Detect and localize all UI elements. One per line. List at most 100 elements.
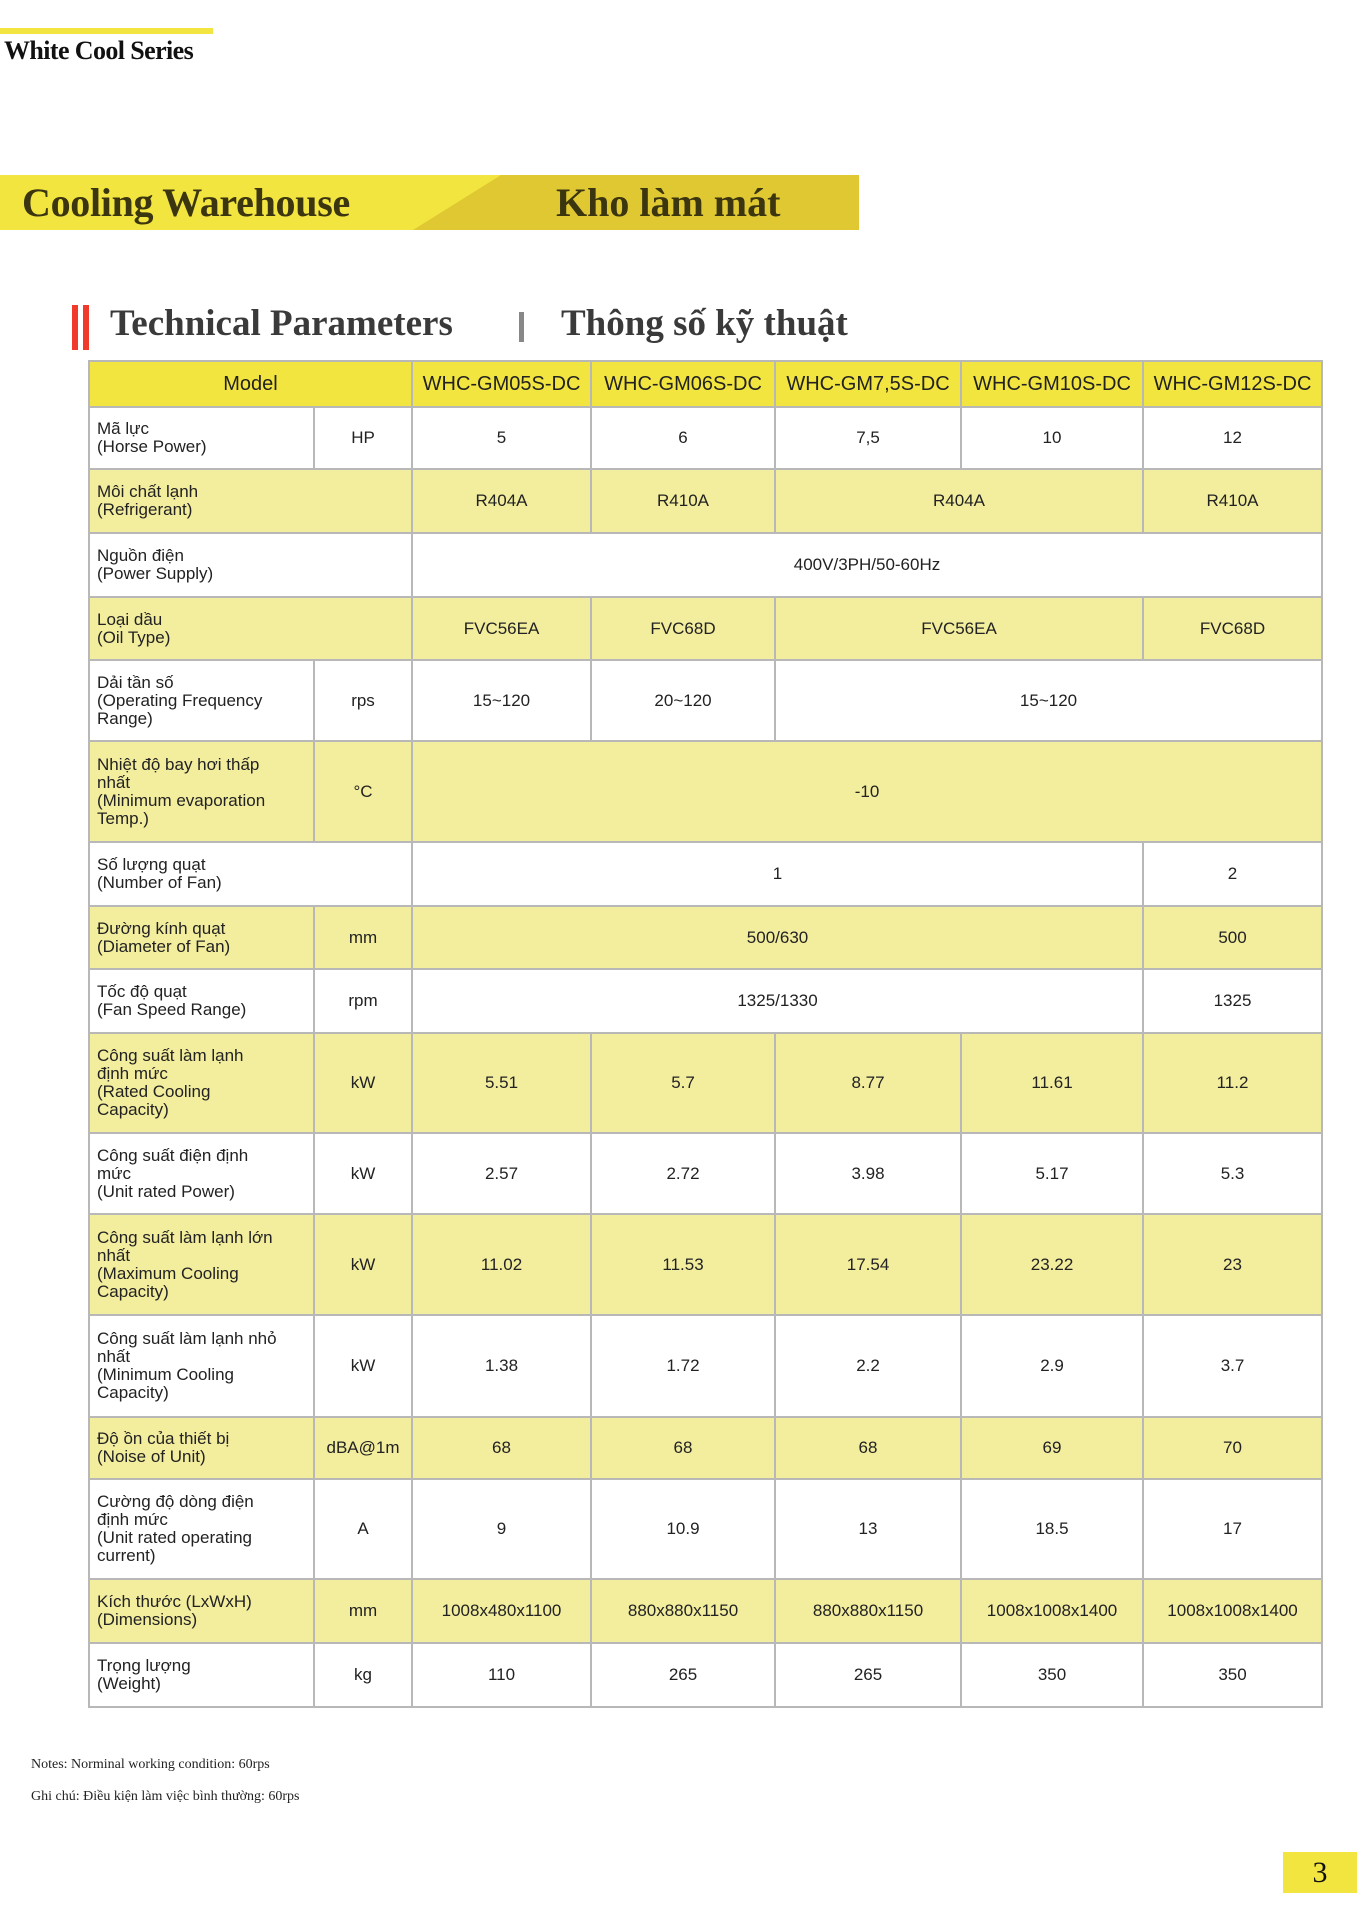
model-column-header: WHC-GM7,5S-DC xyxy=(774,360,963,408)
row-label: Nhiệt độ bay hơi thấp nhất (Minimum evapor… xyxy=(88,740,315,843)
value-cell: 3.7 xyxy=(1142,1314,1324,1418)
row-unit: mm xyxy=(312,905,414,970)
row-unit: A xyxy=(312,1478,414,1580)
page-number: 3 xyxy=(1283,1852,1357,1893)
row-label-line: (Unit rated Power) xyxy=(97,1181,235,1201)
row-label: Môi chất lạnh (Refrigerant) xyxy=(87,468,414,534)
row-label-line: định mức xyxy=(97,1510,168,1529)
row-unit: dBA@1m xyxy=(312,1416,414,1480)
value-cell: 70 xyxy=(1142,1416,1324,1480)
row-label-line: current) xyxy=(97,1546,156,1565)
table-row: Nguồn điện (Power Supply) 400V/3PH/50-60Hz xyxy=(87,532,1324,598)
value-cell: 5.3 xyxy=(1142,1132,1324,1215)
table-row: Loại dầu (Oil Type) FVC56EA FVC68D FVC56EA FV… xyxy=(87,596,1324,661)
value-cell: 11.2 xyxy=(1142,1032,1324,1134)
row-label-line: (Minimum Cooling xyxy=(97,1365,234,1384)
row-unit: kg xyxy=(312,1642,414,1708)
row-label-line: Capacity) xyxy=(97,1383,169,1402)
table-row: Công suất làm lạnh định mức (Rated Cooling… xyxy=(88,1032,1324,1134)
value-cell: 11.02 xyxy=(411,1213,593,1316)
row-label-line: Nguồn điện xyxy=(97,546,184,565)
value-cell: 15~120 xyxy=(411,659,593,742)
row-label-line: (Weight) xyxy=(97,1674,161,1693)
row-label-line: Dải tần số xyxy=(97,672,174,692)
row-unit: kW xyxy=(312,1032,414,1134)
value-cell: 1008x480x1100 xyxy=(411,1578,593,1644)
value-cell: 18.5 xyxy=(960,1478,1145,1580)
section-banner: Cooling Warehouse Kho làm mát xyxy=(0,175,859,230)
table-row: Công suất điện định mức (Unit rated Power)… xyxy=(88,1132,1324,1215)
value-cell: 1008x1008x1400 xyxy=(960,1578,1145,1644)
value-cell: 2.2 xyxy=(774,1314,963,1418)
series-title: White Cool Series xyxy=(4,36,194,65)
value-cell: 1325 xyxy=(1142,968,1324,1034)
model-column-header: WHC-GM10S-DC xyxy=(960,360,1145,408)
row-unit: °C xyxy=(312,740,414,843)
row-label-line: Đường kính quạt xyxy=(97,918,226,938)
value-cell: 13 xyxy=(774,1478,963,1580)
value-cell: 880x880x1150 xyxy=(774,1578,963,1644)
row-label-line: Loại dầu xyxy=(97,609,163,629)
banner-title-en: Cooling Warehouse xyxy=(22,180,350,225)
row-label-line: mức xyxy=(97,1163,132,1183)
value-cell: 68 xyxy=(774,1416,963,1480)
value-cell: 68 xyxy=(590,1416,777,1480)
spec-table: Model WHC-GM05S-DC WHC-GM06S-DC WHC-GM7,5S-… xyxy=(87,360,1324,1708)
table-row: Nhiệt độ bay hơi thấp nhất (Minimum evapor… xyxy=(88,740,1324,843)
row-label-line: Capacity) xyxy=(97,1100,169,1119)
row-label: Công suất điện định mức (Unit rated Power) xyxy=(88,1132,315,1215)
value-cell: 1008x1008x1400 xyxy=(1142,1578,1324,1644)
value-cell: 15~120 xyxy=(774,659,1324,742)
row-label-line: (Minimum evaporation xyxy=(97,790,266,810)
section-heading-vi: Thông số kỹ thuật xyxy=(561,303,848,344)
value-cell: 500/630 xyxy=(411,905,1145,970)
value-cell: 10.9 xyxy=(590,1478,777,1580)
row-label-line: Công suất làm lạnh nhỏ xyxy=(97,1329,277,1348)
row-label: Độ ồn của thiết bị (Noise of Unit) xyxy=(88,1416,315,1480)
table-row: Dải tần số (Operating Frequency Range) rps 1… xyxy=(88,659,1324,742)
row-label-line: (Diameter of Fan) xyxy=(97,936,231,956)
value-cell: R410A xyxy=(1142,468,1324,534)
row-label-line: (Refrigerant) xyxy=(97,500,193,519)
value-cell: 23 xyxy=(1142,1213,1324,1316)
series-accent-line xyxy=(0,28,213,34)
value-cell: -10 xyxy=(411,740,1324,843)
row-label-line: Trọng lượng xyxy=(97,1656,191,1675)
note-vi: Ghi chú: Điều kiện làm việc bình thường:… xyxy=(31,1789,300,1804)
value-cell: 11.61 xyxy=(960,1032,1145,1134)
model-header: Model xyxy=(87,360,414,408)
row-label-line: Cường độ dòng điện xyxy=(97,1492,254,1511)
value-cell: 5.7 xyxy=(590,1032,777,1134)
row-label: Đường kính quạt (Diameter of Fan) xyxy=(88,905,315,970)
row-label: Dải tần số (Operating Frequency Range) xyxy=(88,659,315,742)
table-row: Cường độ dòng điện định mức (Unit rated op… xyxy=(88,1478,1324,1580)
heading-accent-bar xyxy=(83,305,89,350)
value-cell: 3.98 xyxy=(774,1132,963,1215)
row-label-line: Công suất làm lạnh xyxy=(97,1046,244,1065)
row-label-line: Số lượng quạt xyxy=(97,855,206,874)
value-cell: 1.72 xyxy=(590,1314,777,1418)
row-label: Tốc độ quạt (Fan Speed Range) xyxy=(88,968,315,1034)
value-cell: 8.77 xyxy=(774,1032,963,1134)
value-cell: 265 xyxy=(590,1642,777,1708)
table-row: Tốc độ quạt (Fan Speed Range) rpm 1325/1330… xyxy=(88,968,1324,1034)
table-row: Độ ồn của thiết bị (Noise of Unit) dBA@1m 6… xyxy=(88,1416,1324,1480)
row-label-line: nhất xyxy=(97,772,131,792)
row-unit: kW xyxy=(312,1132,414,1215)
value-cell: 5.51 xyxy=(411,1032,593,1134)
row-label-line: (Operating Frequency xyxy=(97,690,263,710)
row-label-line: Tốc độ quạt xyxy=(97,982,187,1001)
heading-divider xyxy=(519,312,524,342)
row-label-line: Capacity) xyxy=(97,1281,169,1301)
value-cell: 68 xyxy=(411,1416,593,1480)
model-column-header: WHC-GM12S-DC xyxy=(1142,360,1324,408)
row-label: Kích thước (LxWxH) (Dimensions) xyxy=(88,1578,315,1644)
row-unit: mm xyxy=(312,1578,414,1644)
banner-dark-segment xyxy=(413,175,859,230)
table-row: Số lượng quạt (Number of Fan) 1 2 xyxy=(87,841,1324,907)
heading-accent-bar xyxy=(72,305,78,350)
row-label-line: (Noise of Unit) xyxy=(97,1447,206,1466)
value-cell: 350 xyxy=(1142,1642,1324,1708)
table-row: Môi chất lạnh (Refrigerant) R404A R410A R404… xyxy=(87,468,1324,534)
row-label-line: Mã lực xyxy=(97,419,149,438)
